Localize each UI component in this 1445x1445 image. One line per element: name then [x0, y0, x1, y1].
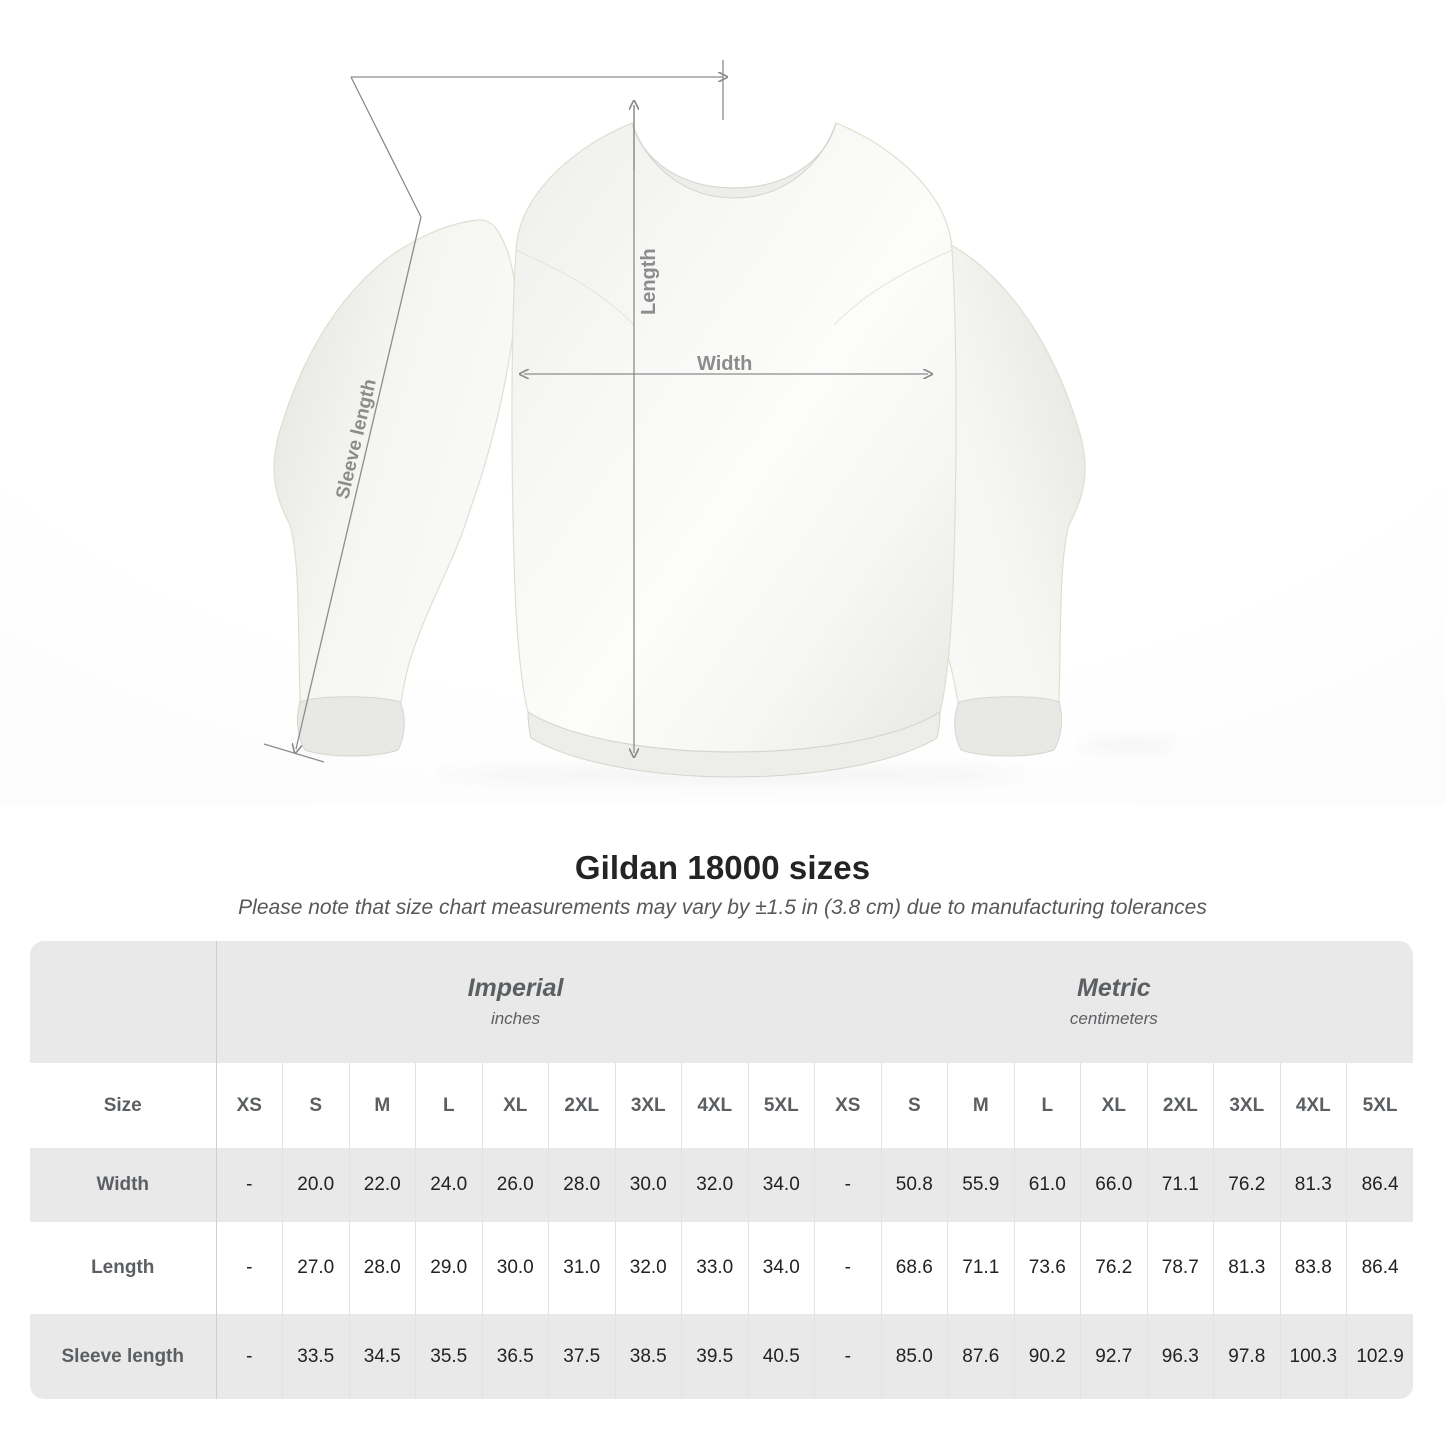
- svg-text:Length: Length: [638, 248, 660, 315]
- svg-text:Width: Width: [697, 353, 752, 375]
